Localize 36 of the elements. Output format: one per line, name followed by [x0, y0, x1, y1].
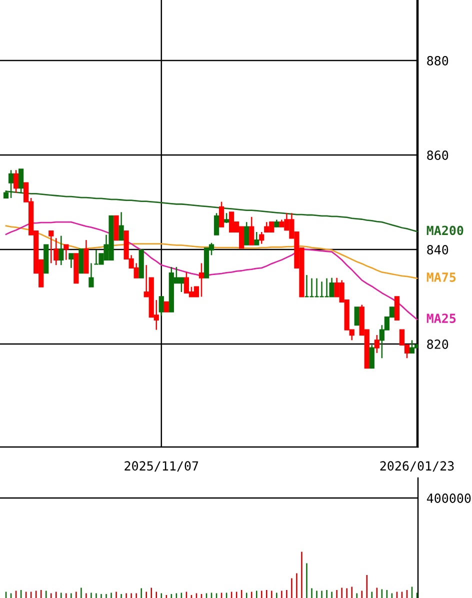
candlestick — [58, 235, 64, 266]
candlestick — [54, 238, 59, 266]
candlestick — [118, 212, 124, 241]
y-tick-label: 840 — [427, 244, 448, 254]
candlestick — [218, 201, 224, 228]
candlestick — [409, 340, 415, 354]
candlestick — [254, 231, 260, 246]
candlestick — [354, 306, 360, 326]
candlestick — [244, 221, 250, 246]
y-tick-label: 880 — [427, 56, 448, 66]
candlestick — [64, 244, 69, 261]
candlestick — [164, 301, 169, 312]
y-tick-label: 820 — [427, 339, 448, 349]
line-series — [5, 225, 418, 280]
candlestick — [18, 168, 24, 194]
y-tick-label: 400000 — [426, 494, 471, 503]
candlestick — [13, 169, 19, 194]
x-tick-label: 2026/01/23 — [380, 461, 454, 472]
candlestick — [249, 216, 254, 246]
x-tick-label: 2025/11/07 — [124, 461, 198, 472]
candlestick — [224, 212, 230, 224]
candlestick — [88, 262, 94, 288]
series-label: MA200 — [426, 226, 464, 236]
y-tick-label: 860 — [427, 150, 448, 160]
candlestick — [329, 277, 334, 298]
candlestick — [158, 296, 164, 316]
candlestick — [374, 334, 380, 354]
candlestick — [369, 344, 374, 369]
candlestick — [48, 230, 54, 264]
candlestick — [394, 296, 400, 320]
candlestick — [198, 262, 204, 298]
candlestick — [8, 169, 14, 199]
candlestick — [214, 212, 220, 236]
series-label: MA25 — [426, 314, 456, 324]
series-label: MA75 — [426, 272, 456, 282]
candlestick — [68, 253, 74, 269]
